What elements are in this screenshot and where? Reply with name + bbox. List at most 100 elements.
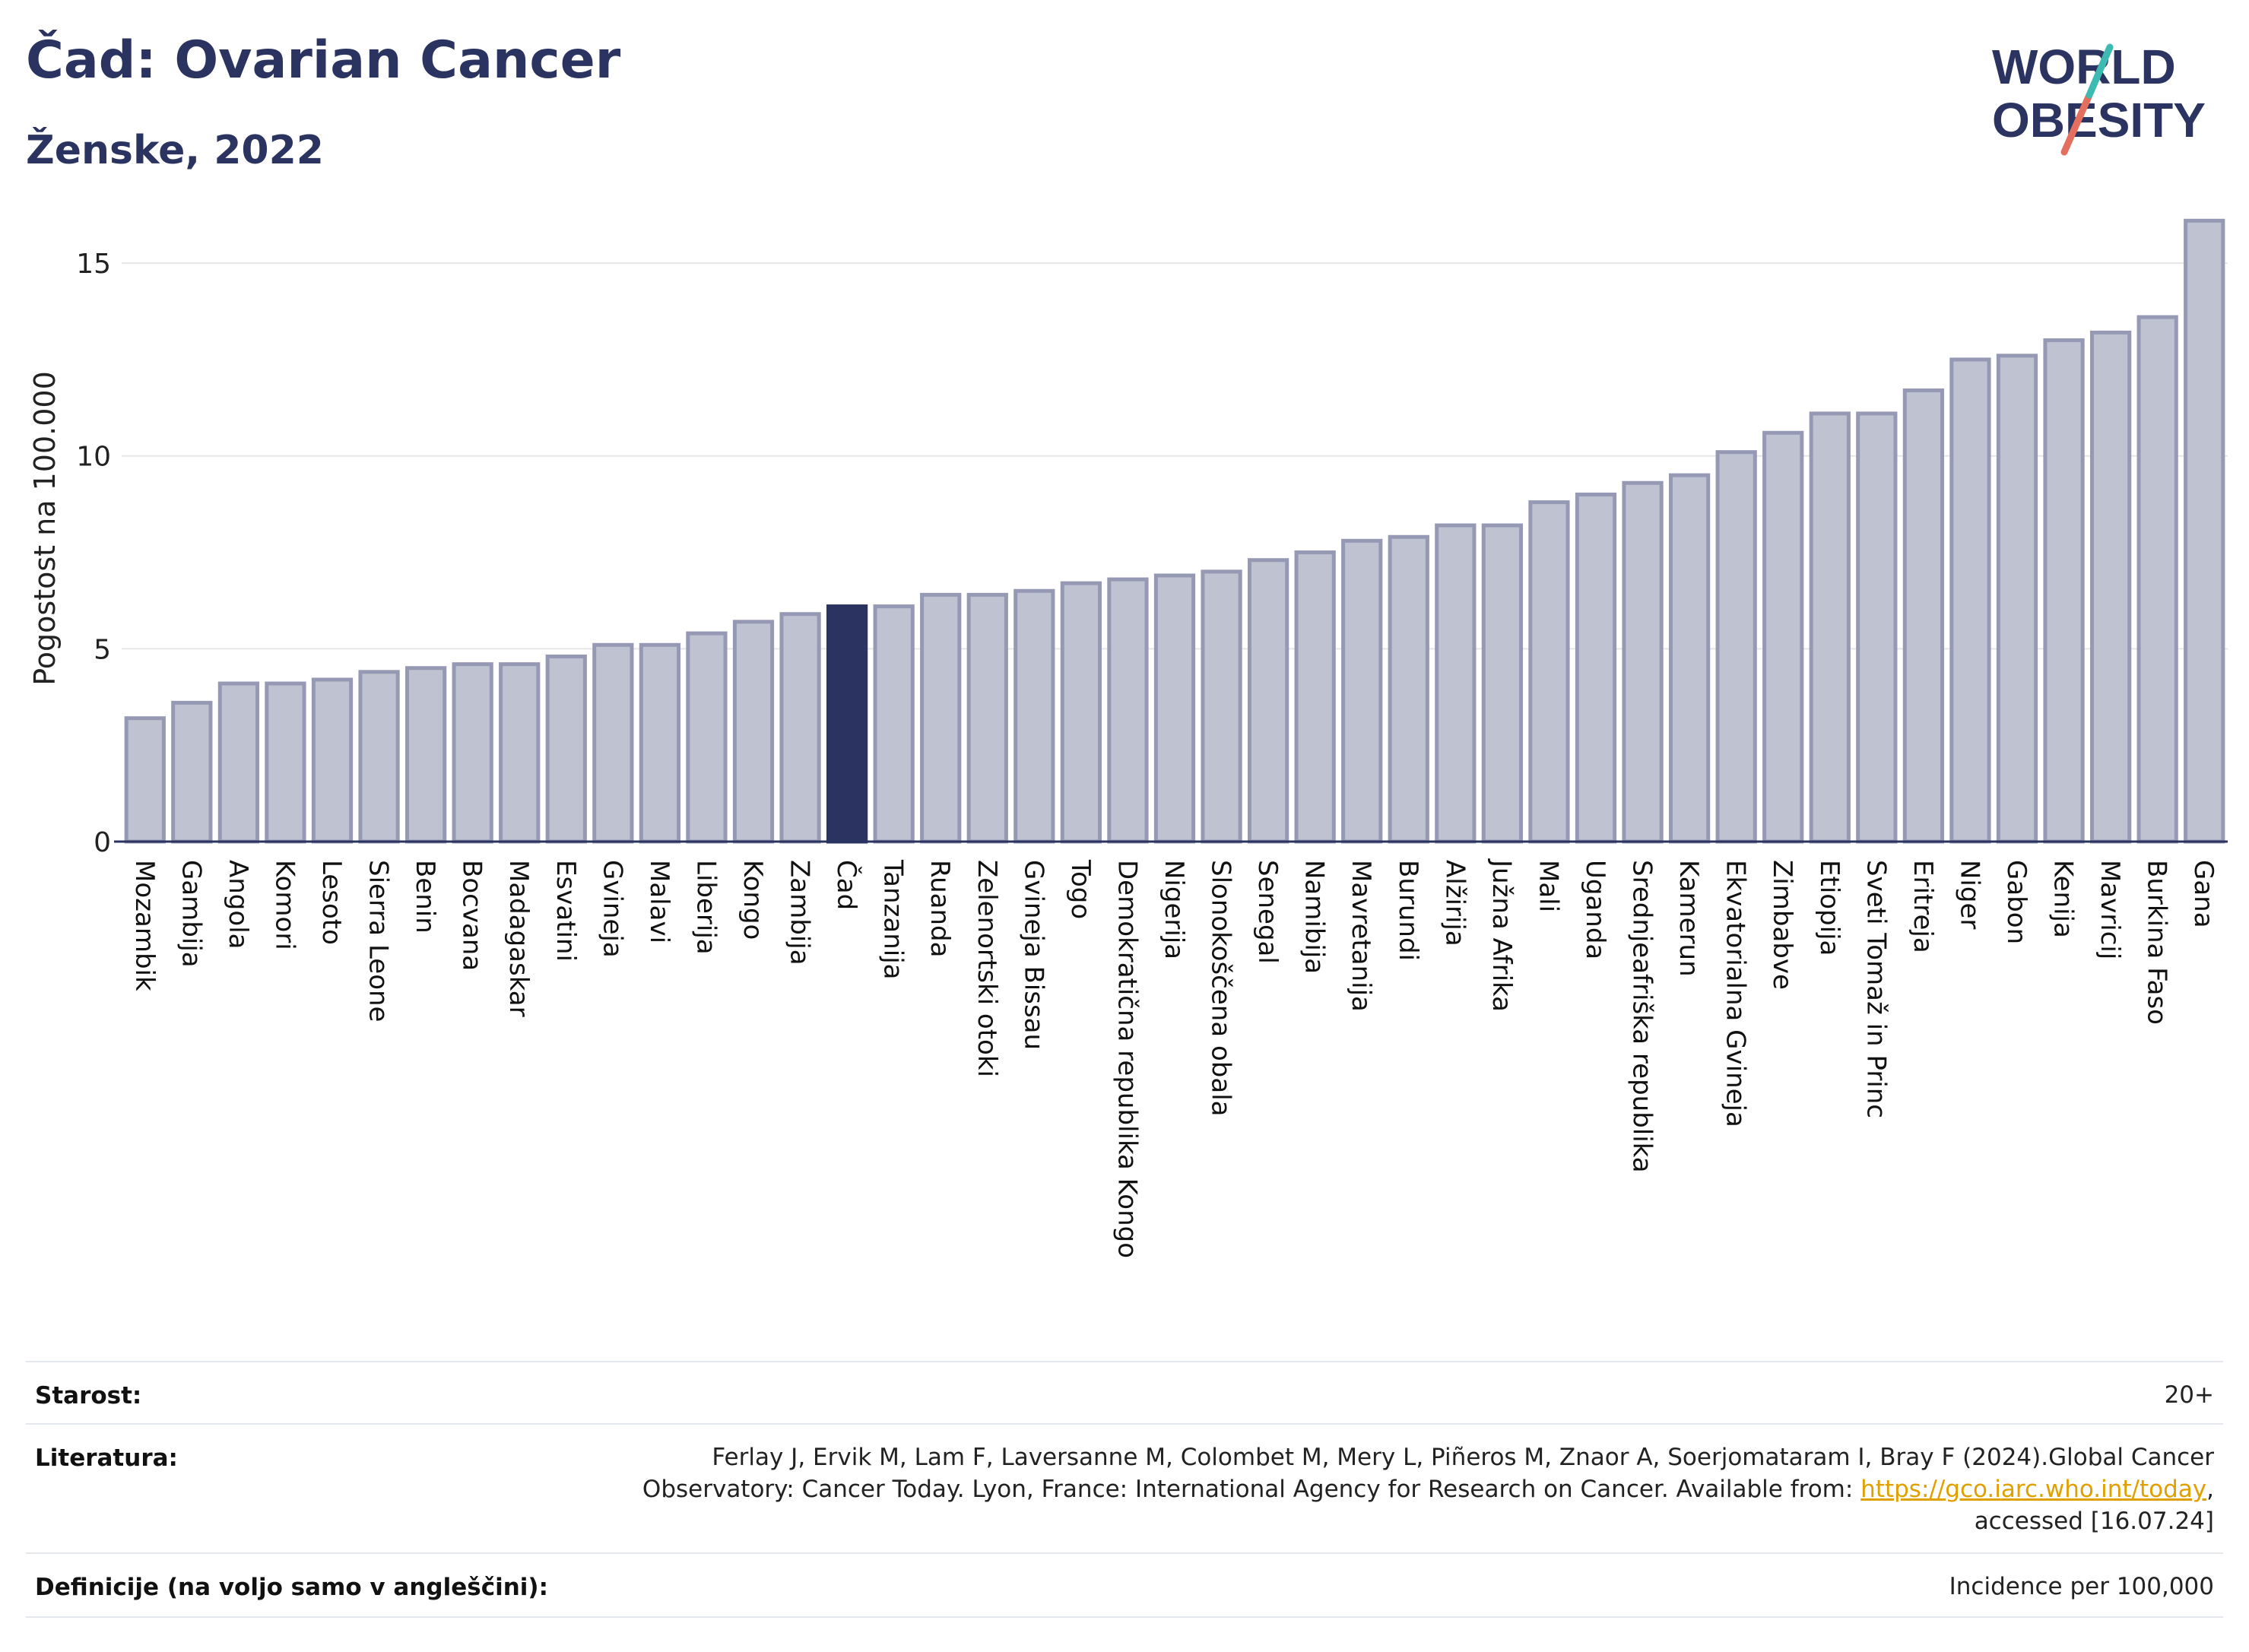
bar-angola: [217, 681, 260, 844]
x-tick-label: Malavi: [644, 860, 674, 943]
bar-alžirija: [1435, 523, 1477, 844]
bar-benin: [404, 666, 447, 844]
bar-lesoto: [311, 677, 354, 844]
x-tick-label: Slonokoščena obala: [1206, 860, 1236, 1116]
meta-row-literature: Literatura: Ferlay J, Ervik M, Lam F, La…: [26, 1423, 2223, 1554]
bar-chart: 0 5 10 15 Mozambik Gambija Angola Komori Lesoto S…: [28, 218, 2228, 1258]
x-tick-label: Zimbabve: [1767, 860, 1797, 990]
bar-etiopija: [1809, 411, 1851, 844]
bar-zambija: [779, 612, 821, 844]
bar-zimbabve: [1762, 430, 1804, 844]
bar-komori: [265, 681, 306, 844]
x-tick-label: Ekvatorialna Gvineja: [1721, 860, 1751, 1127]
chart-subtitle: Ženske, 2022: [26, 128, 324, 173]
bar-nigerija: [1153, 573, 1196, 844]
x-tick-label: Mozambik: [129, 860, 160, 991]
bar-uganda: [1575, 492, 1617, 844]
bar-mali: [1528, 500, 1570, 844]
meta-row-age: Starost: 20+: [26, 1361, 2223, 1425]
x-tick-label: Etiopija: [1814, 860, 1845, 956]
source-link[interactable]: https://gco.iarc.who.int/today: [1860, 1476, 2207, 1503]
bars: [124, 218, 2225, 844]
x-tick-label: Gabon: [2001, 860, 2032, 944]
y-tick-label: 0: [94, 827, 111, 858]
x-tick-label: Nigerija: [1159, 860, 1189, 959]
y-tick-label: 10: [76, 442, 111, 473]
x-tick-label: Eritreja: [1908, 860, 1938, 953]
x-tick-label: Namibija: [1299, 860, 1330, 974]
chart-title: Čad: Ovarian Cancer: [26, 30, 621, 90]
definitions-label: Definicije (na voljo samo v angleščini):: [35, 1574, 548, 1601]
bar-bocvana: [452, 662, 493, 844]
bar-burkina-faso: [2136, 315, 2178, 844]
bar-gambija: [171, 700, 213, 844]
axes: 0 5 10 15 Mozambik Gambija Angola Komori Lesoto S…: [76, 249, 2228, 1258]
x-tick-label: Mavretanija: [1346, 860, 1376, 1012]
logo-line2: OBESITY: [1992, 93, 2206, 147]
y-tick-label: 15: [76, 249, 111, 280]
bar-gvineja: [592, 642, 634, 844]
x-tick-label: Gvineja: [597, 860, 627, 958]
bar-južna-afrika: [1481, 523, 1524, 844]
bar-togo: [1060, 581, 1102, 844]
x-tick-label: Togo: [1065, 859, 1096, 919]
bar-gana: [2184, 218, 2225, 844]
x-tick-label: Uganda: [1580, 860, 1610, 959]
logo-line1: WORLD: [1992, 40, 2176, 94]
bar-liberija: [686, 631, 728, 844]
y-axis-label: Pogostost na 100.000: [28, 371, 62, 686]
x-tick-label: Kongo: [738, 860, 768, 940]
y-tick-label: 5: [94, 634, 111, 665]
bar-demokratična-republika-kongo: [1107, 577, 1149, 844]
x-tick-label: Gvineja Bissau: [1018, 860, 1048, 1050]
bar-niger: [1949, 357, 1991, 844]
literature-line3: accessed [16.07.24]: [1974, 1508, 2214, 1535]
x-tick-label: Mavricij: [2095, 860, 2125, 959]
x-tick-label: Tanzanija: [878, 859, 909, 979]
x-tick-label: Komori: [269, 860, 300, 950]
bar-namibija: [1294, 550, 1336, 844]
bar-slonokoščena-obala: [1201, 569, 1242, 844]
bar-gabon: [1996, 354, 2038, 844]
bar-burundi: [1388, 534, 1429, 844]
bar-kenija: [2043, 338, 2085, 844]
x-tick-label: Bocvana: [457, 860, 487, 971]
bar-mozambik: [124, 716, 166, 844]
x-tick-label: Sierra Leone: [363, 860, 394, 1022]
bar-esvatini: [545, 655, 587, 844]
bar-kongo: [732, 620, 775, 844]
x-tick-label: Kenija: [2048, 860, 2079, 938]
x-tick-label: Demokratična republika Kongo: [1112, 860, 1142, 1258]
bar-eritreja: [1902, 388, 1945, 844]
bar-sierra-leone: [358, 670, 400, 844]
x-tick-label: Alžirija: [1439, 860, 1470, 946]
bar-tanzanija: [873, 604, 915, 844]
bar-sveti-tomaž-in-princ: [1856, 411, 1898, 844]
x-tick-label: Burkina Faso: [2142, 860, 2172, 1025]
x-tick-label: Madagaskar: [503, 860, 534, 1017]
x-tick-label: Gambija: [176, 860, 206, 968]
bar-srednjeafriška-republika: [1622, 480, 1664, 844]
x-tick-label: Niger: [1954, 860, 1984, 929]
x-tick-label: Zambija: [785, 860, 815, 966]
x-tick-label: Sveti Tomaž in Princ: [1860, 860, 1891, 1118]
bar-mavretanija: [1341, 538, 1383, 844]
bar-gvineja-bissau: [1013, 588, 1055, 844]
world-obesity-logo: WORLD OBESITY: [1977, 30, 2235, 167]
bar-kamerun: [1668, 473, 1711, 844]
bar-ruanda: [920, 592, 962, 844]
literature-line2: Observatory: Cancer Today. Lyon, France:…: [642, 1476, 2214, 1503]
literature-value: Ferlay J, Ervik M, Lam F, Laversanne M, …: [642, 1441, 2214, 1537]
x-tick-label: Esvatini: [550, 860, 581, 962]
x-tick-label: Senegal: [1252, 860, 1283, 964]
x-tick-label: Gana: [2188, 860, 2219, 928]
x-tick-label: Lesoto: [316, 860, 347, 945]
x-tick-label: Kamerun: [1673, 860, 1704, 977]
literature-label: Literatura:: [35, 1444, 178, 1472]
bar-mavricij: [2089, 330, 2132, 844]
bar-ekvatorialna-gvineja: [1715, 450, 1757, 844]
bar-senegal: [1247, 558, 1289, 844]
x-tick-label: Južna Afrika: [1486, 858, 1517, 1012]
literature-line1: Ferlay J, Ervik M, Lam F, Laversanne M, …: [712, 1444, 2214, 1471]
x-tick-label: Zelenortski otoki: [972, 860, 1002, 1077]
